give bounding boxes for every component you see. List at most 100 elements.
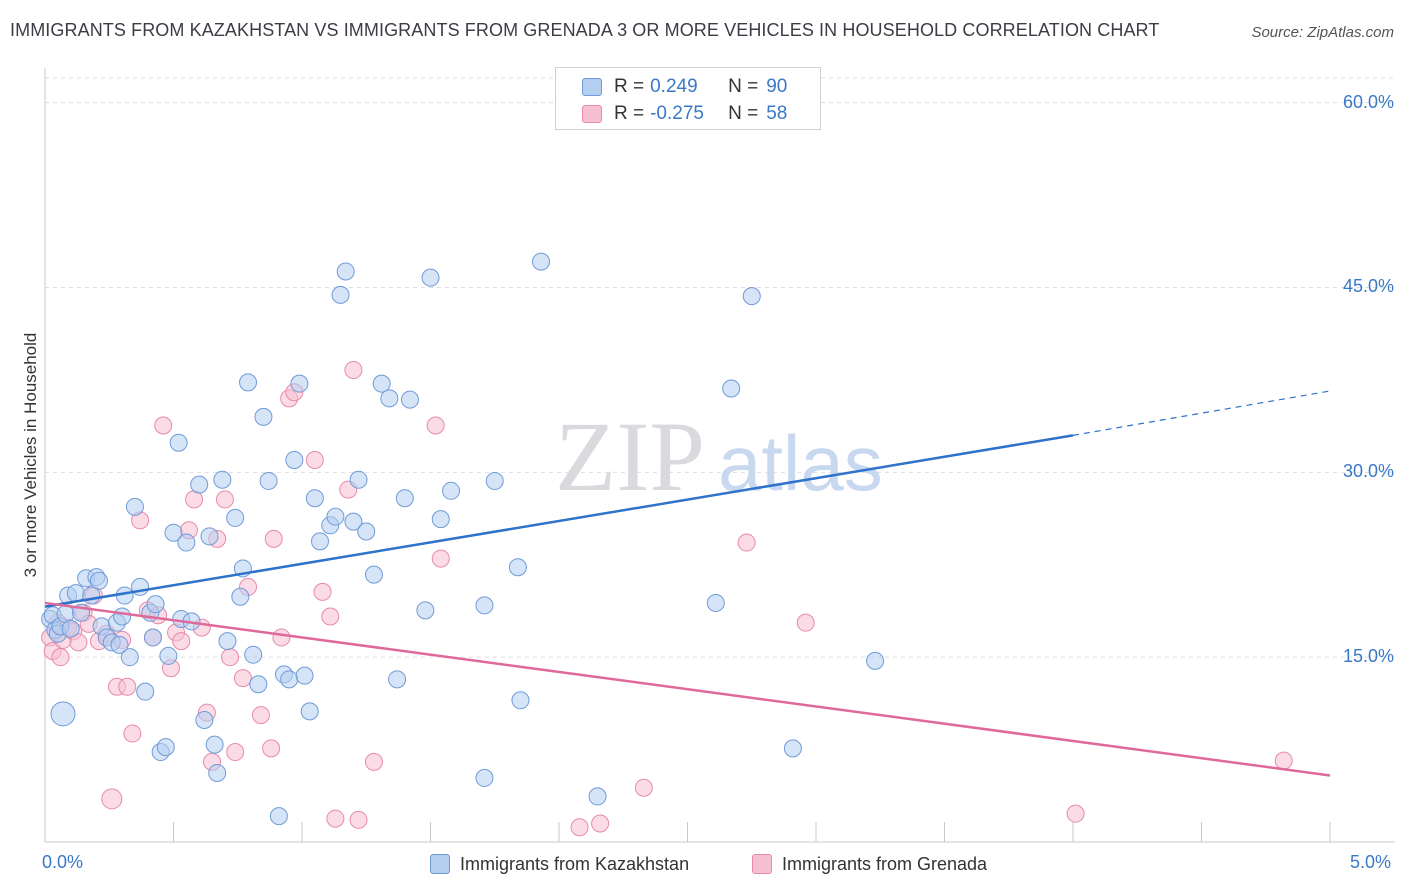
kazakhstan-point [344, 512, 363, 531]
grenada-point [431, 549, 450, 568]
grenada-point [264, 529, 283, 548]
x-tick-min: 0.0% [42, 852, 84, 872]
kazakhstan-point [269, 807, 288, 826]
trend-lines [44, 390, 1331, 777]
source-label: Source: ZipAtlas.com [1251, 24, 1394, 41]
grenada-point [172, 632, 191, 651]
grenada-point [305, 451, 324, 469]
y-tick-label: 30.0% [1342, 461, 1394, 482]
kazakhstan-point [295, 666, 314, 685]
kazakhstan-point [722, 379, 741, 398]
grenada-point [51, 648, 70, 667]
grenada-point [321, 607, 340, 626]
kazakhstan-trend-line [44, 434, 1074, 608]
kazakhstan-point [195, 711, 214, 730]
kazakhstan-point [177, 533, 196, 552]
kazakhstan-point [475, 596, 494, 615]
y-tick-label: 45.0% [1342, 276, 1394, 297]
kazakhstan-point [226, 508, 245, 527]
kazakhstan-point [372, 374, 391, 393]
kazakhstan-point [395, 489, 414, 508]
grenada-point [101, 788, 123, 810]
kazakhstan-point [588, 787, 607, 806]
kazakhstan-legend-label: Immigrants from Kazakhstan [460, 853, 690, 874]
kazakhstan-point [143, 628, 162, 647]
kazakhstan-point [231, 587, 250, 606]
grenada-point [737, 533, 756, 552]
kazakhstan-point [218, 632, 237, 651]
y-tick-label: 60.0% [1342, 91, 1394, 112]
kazakhstan-point [485, 471, 504, 490]
grenada-trend-line [44, 601, 1331, 777]
kazakhstan-point [239, 373, 258, 392]
watermark: ZIP atlas [555, 401, 883, 512]
kazakhstan-trend-extension [1072, 390, 1331, 436]
kazakhstan-point [336, 262, 355, 281]
grenada-legend-swatch [752, 854, 772, 874]
kazakhstan-point [416, 601, 435, 620]
kazakhstan-point [110, 635, 129, 654]
n-value: 90 [766, 76, 788, 97]
kazakhstan-point [205, 735, 224, 754]
grenada-point [344, 361, 363, 380]
kazakhstan-point [244, 645, 263, 664]
axes [44, 68, 1395, 843]
data-points [41, 252, 1293, 837]
kazakhstan-point [300, 702, 319, 721]
kazakhstan-point [431, 510, 450, 529]
n-value: 58 [766, 103, 788, 124]
kazakhstan-point [200, 527, 219, 546]
kazakhstan-point [305, 489, 324, 508]
kazakhstan-point [388, 670, 407, 689]
kazakhstan-point [120, 648, 139, 667]
n-label: N = [728, 103, 759, 124]
kazakhstan-point [290, 374, 309, 393]
x-tick-max: 5.0% [1350, 852, 1392, 872]
grenada-point [123, 724, 142, 743]
legend-item-kazakhstan[interactable]: Immigrants from Kazakhstan [430, 851, 689, 877]
kazakhstan-point [706, 593, 725, 612]
grenada-swatch [582, 105, 602, 123]
grenada-point [233, 669, 252, 688]
kazakhstan-point [113, 607, 132, 626]
kazakhstan-point [208, 763, 227, 782]
kazakhstan-point [380, 389, 399, 408]
r-label: R = [614, 103, 645, 124]
kazakhstan-point [421, 268, 440, 287]
kazakhstan-point [89, 571, 108, 590]
kazakhstan-point [213, 470, 232, 489]
grenada-point [634, 778, 653, 797]
kazakhstan-point [61, 619, 80, 638]
kazakhstan-point [364, 565, 383, 584]
kazakhstan-point [532, 252, 551, 271]
grenada-point [1066, 804, 1085, 823]
grenada-point [426, 416, 445, 435]
y-tick-label: 15.0% [1342, 646, 1394, 667]
kazakhstan-point [508, 558, 527, 577]
grenada-point [251, 706, 270, 725]
grenada-point [313, 582, 332, 601]
legend-item-grenada[interactable]: Immigrants from Grenada [752, 851, 987, 877]
watermark-zip: ZIP [555, 401, 705, 512]
grenada-point [364, 752, 383, 771]
kazakhstan-point [475, 768, 494, 787]
kazakhstan-point [783, 739, 802, 758]
kazakhstan-point [866, 651, 885, 670]
watermark-atlas: atlas [718, 419, 883, 507]
grenada-point [262, 739, 281, 758]
grenada-point [154, 416, 173, 435]
grenada-point [69, 633, 88, 652]
grenada-point [591, 814, 610, 833]
kazakhstan-point [442, 481, 461, 500]
kazakhstan-point [169, 433, 188, 452]
kazakhstan-point [310, 532, 329, 551]
grenada-legend-label: Immigrants from Grenada [782, 853, 988, 874]
kazakhstan-point [400, 390, 419, 409]
legend-row-grenada: R = -0.275 N = 58 [582, 102, 787, 126]
kazakhstan-point [159, 646, 178, 665]
kazakhstan-swatch [582, 78, 602, 96]
correlation-legend: R = 0.249 N = 90 R = -0.275 N = 58 [555, 67, 821, 130]
kazakhstan-point [280, 670, 299, 689]
n-label: N = [728, 76, 759, 97]
